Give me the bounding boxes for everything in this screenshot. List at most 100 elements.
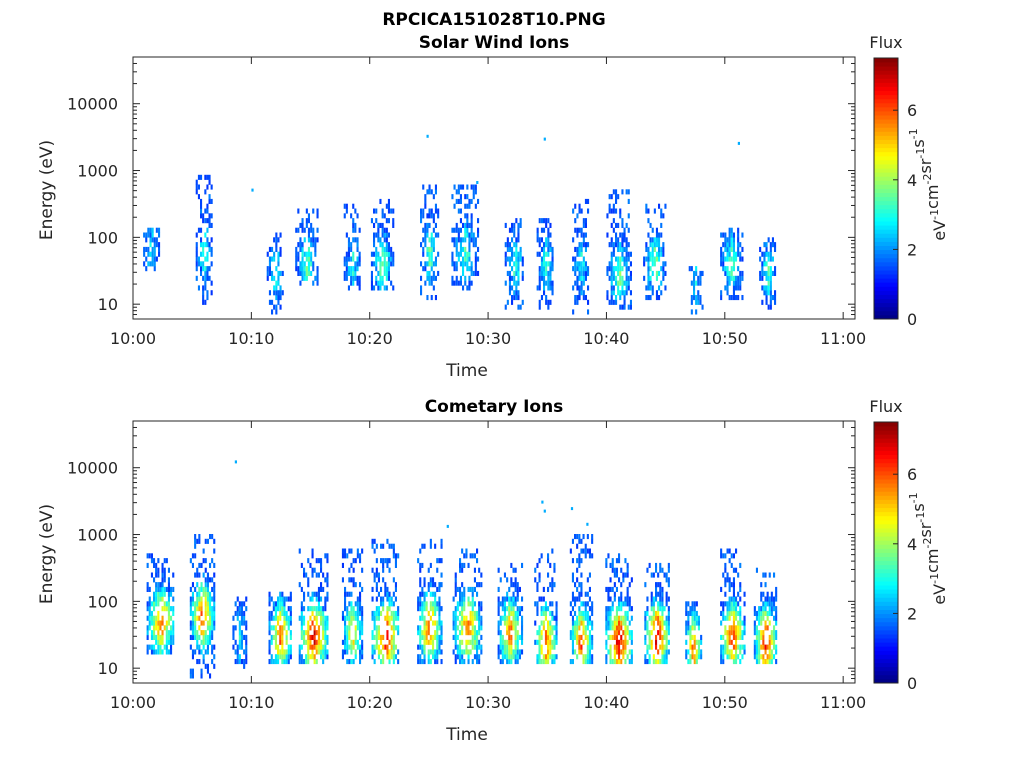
heat-cell — [392, 649, 395, 655]
heat-cell — [512, 610, 515, 616]
heat-cell — [770, 610, 773, 616]
heat-cell — [551, 577, 554, 583]
heat-cell — [516, 586, 519, 592]
heat-cell — [277, 275, 280, 281]
heat-cell — [432, 610, 435, 616]
heat-cell — [544, 654, 547, 660]
heat-cell — [195, 256, 198, 262]
heat-cell — [352, 577, 355, 583]
heat-cell — [348, 548, 351, 554]
y-axis-label: Energy (eV) — [37, 504, 57, 604]
heat-cell — [172, 630, 175, 636]
heat-cell — [387, 203, 390, 209]
heat-cell — [387, 256, 390, 262]
heat-cell — [611, 659, 614, 665]
heat-cell — [459, 237, 462, 243]
heat-cell — [695, 659, 698, 665]
heat-cell — [470, 184, 473, 190]
heat-cell — [627, 304, 630, 310]
heat-cell — [615, 572, 618, 578]
heat-cell — [615, 586, 618, 592]
heat-cell — [551, 548, 554, 554]
heat-cell — [421, 562, 424, 568]
colorbar-segment — [874, 94, 898, 100]
heat-cell — [305, 639, 308, 645]
heat-cell — [211, 620, 214, 626]
heat-cell — [619, 208, 622, 214]
heat-cell — [172, 572, 175, 578]
heat-cell — [664, 270, 667, 276]
heat-cell — [270, 639, 273, 645]
heat-cell — [762, 659, 765, 665]
heat-cell — [432, 218, 435, 224]
colorbar-tick-label: 6 — [907, 101, 917, 120]
heat-cell — [627, 285, 630, 291]
heat-cell — [165, 586, 168, 592]
colorbar-segment — [874, 430, 898, 435]
heat-cell — [165, 644, 168, 650]
heat-cell — [275, 246, 278, 252]
heat-cell — [459, 242, 462, 248]
heat-cell — [582, 242, 585, 248]
heat-cell — [591, 620, 594, 626]
heat-cell — [301, 218, 304, 224]
heat-cell — [513, 227, 516, 233]
heat-cell — [213, 596, 216, 602]
heat-cell — [427, 586, 430, 592]
heat-cell — [517, 237, 520, 243]
heat-cell — [547, 237, 550, 243]
heat-cell — [386, 644, 389, 650]
heat-cell — [536, 227, 539, 233]
heat-cell — [189, 558, 192, 564]
heat-cell — [662, 266, 665, 272]
heat-cell — [510, 634, 513, 640]
heat-cell — [373, 615, 376, 621]
heat-cell — [720, 649, 723, 655]
heat-cell — [648, 615, 651, 621]
heat-cell — [202, 285, 205, 291]
heat-cell — [578, 615, 581, 621]
heat-cell — [270, 654, 273, 660]
heat-cell — [420, 285, 423, 291]
heat-cell — [204, 639, 207, 645]
heat-cell — [584, 601, 587, 607]
heat-cell — [472, 184, 475, 190]
colorbar-segment — [874, 172, 898, 177]
heat-cell — [232, 644, 235, 650]
heat-cell — [421, 606, 424, 612]
heat-cell — [513, 232, 516, 238]
heat-cell — [271, 270, 274, 276]
colorbar-tick-label: 4 — [907, 171, 917, 190]
heat-cell — [538, 299, 541, 305]
heat-cell — [303, 572, 306, 578]
heat-cell — [157, 630, 160, 636]
heat-cell — [685, 606, 688, 612]
heat-cell — [587, 208, 590, 214]
heat-cell — [384, 615, 387, 621]
heat-cell — [240, 644, 243, 650]
heat-cell — [774, 299, 777, 305]
heat-cell — [665, 615, 668, 621]
heat-cell — [555, 630, 558, 636]
heat-cell — [350, 275, 353, 281]
heat-cell — [153, 601, 156, 607]
heat-cell — [741, 232, 744, 238]
heat-cell — [277, 630, 280, 636]
heat-cell — [383, 237, 386, 243]
heat-cell — [510, 620, 513, 626]
heat-cell — [649, 295, 652, 301]
heat-cell — [341, 562, 344, 568]
heat-cell — [760, 630, 763, 636]
heat-cell — [517, 270, 520, 276]
heat-cell — [440, 620, 443, 626]
heat-cell — [655, 256, 658, 262]
heat-cell — [454, 572, 457, 578]
heat-cell — [432, 270, 435, 276]
heat-cell — [428, 208, 431, 214]
heat-cell — [689, 606, 692, 612]
heat-cell — [149, 251, 152, 257]
heat-cell — [478, 639, 481, 645]
heat-cell — [277, 596, 280, 602]
heat-cell — [300, 615, 303, 621]
heat-cell — [465, 644, 468, 650]
